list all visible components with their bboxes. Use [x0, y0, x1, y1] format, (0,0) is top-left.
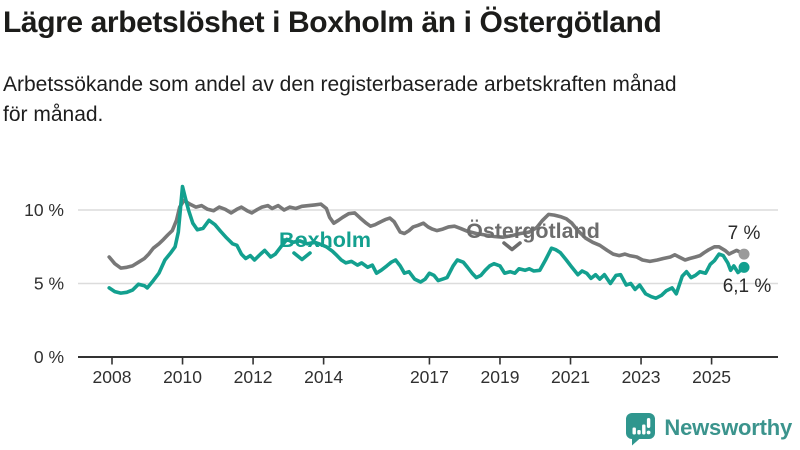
- series-line-ostergotland: [107, 198, 746, 270]
- x-tick-label: 2012: [234, 367, 273, 387]
- page-title: Lägre arbetslöshet i Boxholm än i Österg…: [3, 6, 662, 39]
- y-tick-label: 5 %: [34, 274, 64, 294]
- subtitle-line-2: för månad.: [3, 103, 104, 126]
- subtitle-line-1: Arbetssökande som andel av den registerb…: [3, 73, 677, 96]
- y-tick-label: 10 %: [24, 200, 64, 220]
- y-tick-label: 0 %: [34, 347, 64, 367]
- series-label-ostergotland: Östergötland: [466, 218, 600, 243]
- series-caret-boxholm: [292, 251, 312, 262]
- x-tick-label: 2010: [163, 367, 202, 387]
- series-line-boxholm: [107, 184, 746, 301]
- end-value-label-ostergotland: 7 %: [728, 223, 761, 244]
- end-dot-boxholm: [738, 261, 750, 273]
- x-tick-label: 2008: [93, 367, 132, 387]
- x-tick-label: 2021: [551, 367, 590, 387]
- x-tick-label: 2023: [622, 367, 661, 387]
- newsworthy-chart-bubble-icon: [626, 413, 656, 446]
- newsworthy-wordmark: Newsworthy: [664, 415, 792, 440]
- x-tick-label: 2014: [304, 367, 343, 387]
- end-value-label-boxholm: 6,1 %: [723, 276, 772, 297]
- x-tick-label: 2017: [410, 367, 449, 387]
- chart-subtitle: Arbetssökande som andel av den registerb…: [3, 70, 793, 130]
- x-tick-label: 2019: [481, 367, 520, 387]
- x-tick-label: 2025: [692, 367, 731, 387]
- newsworthy-logo: Newsworthy: [624, 410, 792, 446]
- series-label-boxholm: Boxholm: [279, 228, 371, 252]
- series-caret-ostergotland: [502, 241, 522, 252]
- end-dot-ostergotland: [738, 248, 750, 260]
